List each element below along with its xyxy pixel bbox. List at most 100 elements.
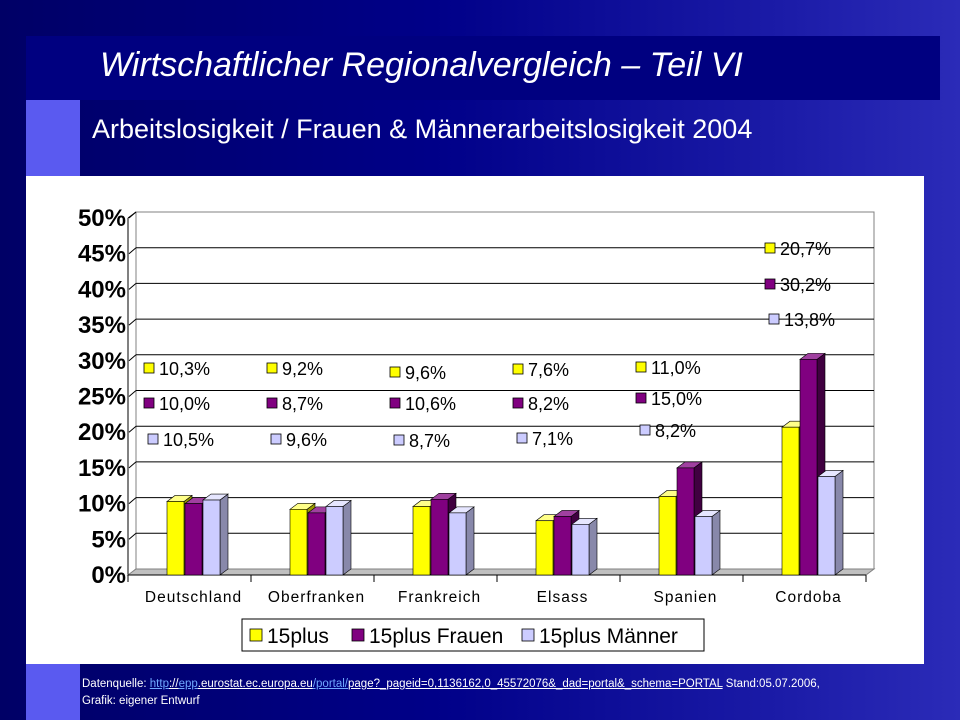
y-tick (128, 425, 137, 433)
data-label: 13,8% (784, 310, 835, 330)
data-label: 10,6% (405, 394, 456, 414)
data-label: 10,5% (163, 430, 214, 450)
data-label: 30,2% (780, 275, 831, 295)
y-tick (128, 283, 137, 290)
y-tick (128, 247, 137, 255)
bar (781, 426, 800, 576)
bar (535, 520, 554, 576)
legend-label: 15plus Männer (539, 625, 678, 648)
legend-swatch (521, 628, 535, 642)
source-note: Datenquelle: http://epp.eurostat.ec.euro… (82, 676, 820, 710)
data-label-key (635, 361, 647, 373)
data-label: 9,6% (405, 363, 446, 383)
data-label-key (266, 397, 278, 409)
source-link-part[interactable]: :// (168, 678, 179, 690)
bar-side (588, 517, 598, 576)
y-tick-label: 15% (78, 455, 126, 482)
bar (658, 496, 677, 576)
data-label: 20,7% (780, 239, 831, 259)
bar (694, 516, 713, 576)
data-label: 7,1% (532, 429, 573, 449)
y-tick-label: 35% (78, 312, 126, 339)
legend-swatch (249, 628, 263, 642)
left-accent-bottom (26, 664, 80, 720)
data-label-key (764, 242, 776, 254)
y-tick-label: 5% (91, 526, 126, 553)
bar (184, 503, 203, 576)
y-tick (128, 354, 137, 362)
data-label-key (512, 397, 524, 409)
x-tick-label: Elsass (537, 589, 589, 606)
y-axis-top (127, 211, 137, 219)
left-accent-top (26, 100, 80, 176)
y-tick-label: 25% (78, 384, 126, 411)
source-line-1: Datenquelle: http://epp.eurostat.ec.euro… (82, 676, 820, 693)
data-label-key (764, 278, 776, 290)
x-tick-label: Cordoba (775, 589, 841, 606)
y-tick (128, 390, 137, 397)
data-label-key (143, 362, 155, 374)
bar (289, 509, 308, 576)
bar-side (219, 493, 229, 576)
bar (430, 499, 449, 576)
legend-swatch (351, 628, 365, 642)
data-label: 8,7% (409, 431, 450, 451)
source-link-part[interactable]: epp (178, 678, 198, 690)
y-tick (128, 532, 137, 540)
y-tick-label: 0% (91, 562, 126, 589)
y-tick-label: 50% (78, 205, 126, 232)
bar (325, 506, 344, 576)
y-tick-label: 10% (78, 491, 126, 518)
data-label-key (512, 363, 524, 375)
source-link-part[interactable]: http (149, 678, 169, 690)
y-tick (128, 497, 137, 504)
bar (202, 499, 221, 576)
bar (412, 506, 431, 576)
data-label-key (389, 366, 401, 378)
chart-panel: 0% 5% 10% 15% 20% 25% 30% 35% 40% 45% 50% Deutschla… (26, 176, 924, 664)
data-label: 8,7% (282, 394, 323, 414)
x-tick-label: Spanien (654, 589, 718, 606)
data-label-key (143, 397, 155, 409)
bar-side (711, 509, 721, 576)
y-tick-label: 30% (78, 348, 126, 375)
chart-floor (126, 568, 876, 576)
data-label: 9,2% (282, 359, 323, 379)
data-label-key (639, 424, 651, 436)
data-label-key (393, 434, 405, 446)
y-tick-label: 40% (78, 276, 126, 303)
source-link-part[interactable]: .eurostat.ec.europa.eu (197, 678, 313, 690)
bar (799, 359, 818, 576)
bar (307, 512, 326, 576)
y-tick (128, 461, 137, 469)
bar-side (465, 506, 475, 576)
bar (676, 467, 695, 576)
source-line-2: Grafik: eigener Entwurf (82, 695, 200, 707)
data-label-key (266, 362, 278, 374)
legend-label: 15plus (267, 625, 329, 648)
data-label-key (635, 392, 647, 404)
source-link-part[interactable]: /portal/ (312, 678, 349, 690)
data-label: 11,0% (651, 358, 701, 378)
data-label: 15,0% (651, 389, 702, 409)
x-tick-label: Deutschland (145, 589, 242, 606)
data-label: 10,0% (159, 394, 210, 414)
x-tick-label: Frankreich (398, 589, 481, 606)
data-label-key (270, 433, 282, 445)
data-label: 7,6% (528, 360, 569, 380)
data-label-key (768, 313, 780, 325)
legend-label: 15plus Frauen (369, 625, 503, 648)
data-label: 8,2% (655, 421, 696, 441)
legend-box (241, 618, 705, 652)
bar (166, 501, 185, 576)
y-tick (128, 318, 137, 326)
source-link-part[interactable]: page?_pageid=0,1136162,0_45572076&_dad=p… (348, 678, 723, 690)
data-label-key (516, 432, 528, 444)
data-label-key (147, 433, 159, 445)
bar-side (342, 499, 352, 576)
slide-subtitle: Arbeitslosigkeit / Frauen & Männerarbeit… (92, 114, 753, 144)
source-prefix: Datenquelle: (82, 678, 150, 690)
bar-side (834, 469, 844, 576)
y-tick-label: 45% (78, 241, 126, 268)
bar (571, 524, 590, 576)
